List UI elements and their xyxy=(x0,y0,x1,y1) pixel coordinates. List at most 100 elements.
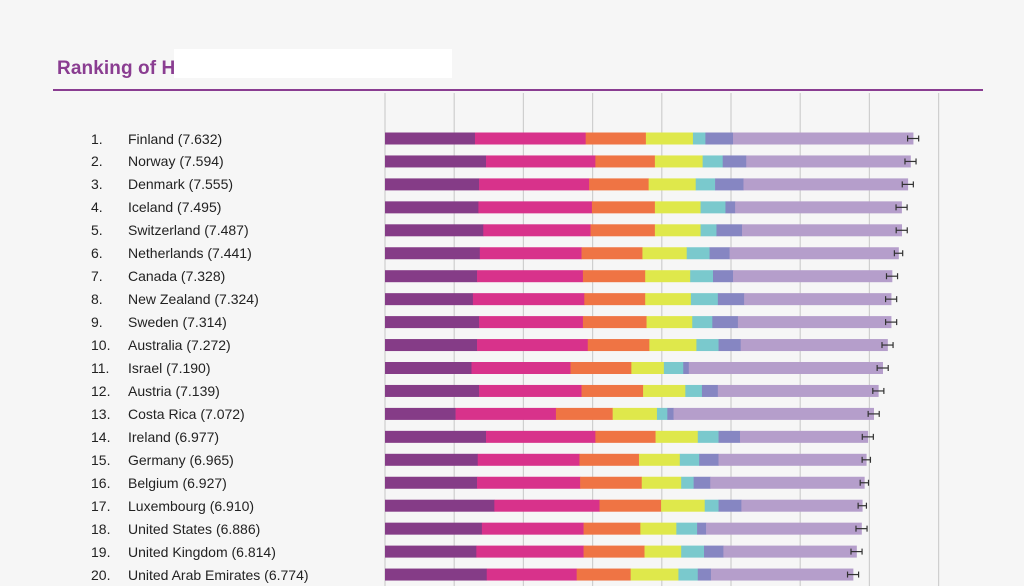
bar-segment xyxy=(686,247,710,260)
bar-segment xyxy=(706,522,862,535)
bar-segment xyxy=(710,568,854,581)
bar-segment xyxy=(704,499,719,512)
country-label: Costa Rica (7.072) xyxy=(128,405,245,422)
bar-segment xyxy=(645,132,694,145)
bar-segment xyxy=(717,384,879,397)
bar-segment xyxy=(735,201,902,214)
title-divider xyxy=(53,89,983,91)
bar-segment xyxy=(576,568,631,581)
bar-segment xyxy=(385,132,476,145)
bar-segment xyxy=(555,407,613,420)
bar-segment xyxy=(641,476,682,489)
bar-segment xyxy=(385,362,472,374)
country-label: Iceland (7.495) xyxy=(128,199,222,216)
bar-segment xyxy=(722,155,747,168)
bar-segment xyxy=(654,155,703,168)
bar-segment xyxy=(494,499,600,512)
bar-segment xyxy=(718,430,741,443)
bar-segment xyxy=(695,178,716,191)
rank-label: 15. xyxy=(91,451,111,468)
bar-segment xyxy=(385,476,478,489)
bar-segment xyxy=(741,499,863,512)
bar-segment xyxy=(716,224,743,237)
bar-segment xyxy=(692,132,706,145)
bar-segment xyxy=(673,407,874,420)
bar-segment xyxy=(585,132,647,145)
bar-segment xyxy=(476,545,584,558)
country-label: Austria (7.139) xyxy=(128,382,220,399)
country-label: Switzerland (7.487) xyxy=(128,222,249,239)
bar-segment xyxy=(595,155,656,168)
bar-segment xyxy=(580,476,643,489)
bar-segment xyxy=(702,155,723,168)
bar-segment xyxy=(599,499,662,512)
bar-segment xyxy=(479,247,582,260)
bar-segment xyxy=(704,545,724,558)
bar-segment xyxy=(705,132,734,145)
bar-segment xyxy=(385,545,477,558)
redaction-box xyxy=(174,49,452,78)
rank-label: 3. xyxy=(91,176,103,193)
country-label: Finland (7.632) xyxy=(128,130,223,147)
bar-segment xyxy=(479,384,582,397)
country-label: Canada (7.328) xyxy=(128,268,226,285)
country-label: Israel (7.190) xyxy=(128,360,211,376)
bar-segment xyxy=(645,270,691,283)
bar-segment xyxy=(697,522,707,535)
bar-segment xyxy=(471,362,571,374)
bar-segment xyxy=(477,270,584,283)
bar-segment xyxy=(667,407,674,420)
bar-segment xyxy=(742,224,903,237)
bar-segment xyxy=(589,178,649,191)
bar-segment xyxy=(710,476,865,489)
bar-segment xyxy=(718,453,867,466)
bar-segment xyxy=(699,453,719,466)
bar-segment xyxy=(700,201,726,214)
rank-label: 19. xyxy=(91,543,111,560)
bar-segment xyxy=(692,316,713,329)
bar-segment xyxy=(579,453,640,466)
bar-segment xyxy=(697,568,712,581)
bar-segment xyxy=(746,155,911,168)
country-label: United Arab Emirates (6.774) xyxy=(128,566,309,583)
bar-segment xyxy=(725,201,736,214)
bar-segment xyxy=(685,384,703,397)
bar-segment xyxy=(385,224,484,237)
rank-label: 8. xyxy=(91,291,103,308)
bar-segment xyxy=(582,316,647,329)
bar-segment xyxy=(737,316,892,329)
bar-segment xyxy=(583,545,645,558)
bar-segment xyxy=(638,453,681,466)
bar-segment xyxy=(590,224,656,237)
country-label: Norway (7.594) xyxy=(128,153,224,170)
rank-label: 6. xyxy=(91,245,103,262)
bar-segment xyxy=(663,362,684,374)
bar-segment xyxy=(656,407,668,420)
bar-segment xyxy=(723,545,857,558)
bar-segment xyxy=(385,499,495,512)
bar-segment xyxy=(479,316,584,329)
rank-label: 2. xyxy=(91,153,103,170)
bar-segment xyxy=(648,178,697,191)
bar-segment xyxy=(595,430,656,443)
bar-segment xyxy=(654,224,701,237)
bar-segment xyxy=(640,522,677,535)
bar-segment xyxy=(591,201,656,214)
rank-label: 4. xyxy=(91,199,103,216)
rank-label: 11. xyxy=(91,360,110,376)
bar-segment xyxy=(715,178,744,191)
rank-label: 18. xyxy=(91,520,111,537)
bar-segment xyxy=(690,293,719,306)
bar-segment xyxy=(655,430,699,443)
bar-segment xyxy=(739,430,869,443)
bar-segment xyxy=(729,247,899,260)
bar-segment xyxy=(697,430,719,443)
bar-segment xyxy=(587,339,650,352)
bar-segment xyxy=(481,522,584,535)
country-label: Luxembourg (6.910) xyxy=(128,497,255,514)
bar-segment xyxy=(385,316,480,329)
bar-segment xyxy=(733,270,893,283)
rank-label: 17. xyxy=(91,497,111,514)
bar-segment xyxy=(483,224,591,237)
bar-segment xyxy=(385,178,480,191)
